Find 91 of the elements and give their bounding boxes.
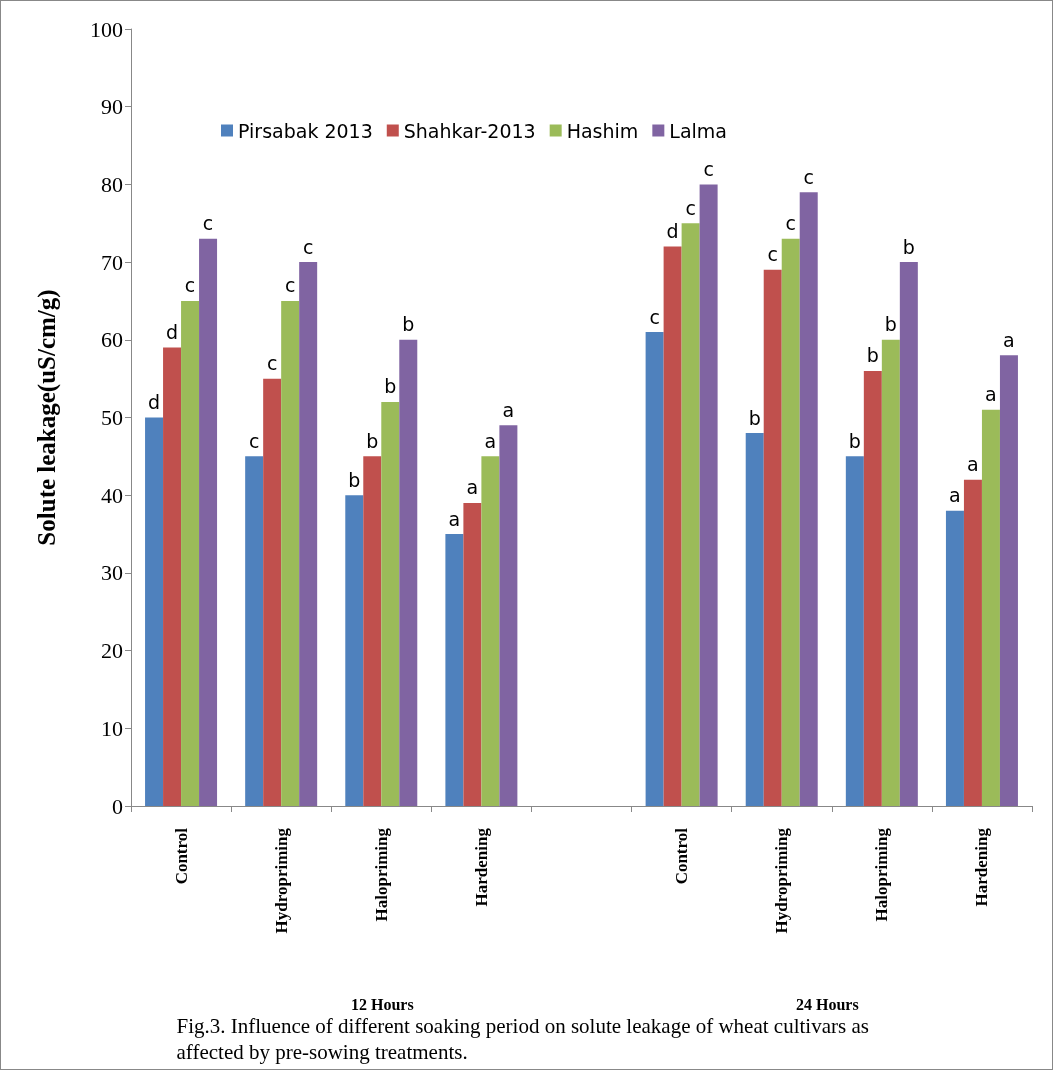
bar — [799, 192, 818, 806]
bar — [345, 495, 364, 806]
data-label: b — [902, 235, 915, 258]
bar — [745, 433, 764, 806]
legend-label: Lalma — [669, 119, 728, 142]
data-label: a — [967, 453, 979, 476]
data-label: b — [348, 468, 361, 491]
bar — [881, 339, 900, 806]
y-tick-label: 90 — [101, 94, 123, 120]
data-label: d — [148, 391, 161, 413]
x-tick-label: Hydropriming — [772, 827, 792, 934]
legend-label: Hashim — [566, 119, 639, 142]
bar — [645, 332, 664, 806]
y-tick-label: 10 — [101, 715, 123, 741]
bar — [181, 300, 200, 806]
y-tick-label: 30 — [101, 560, 123, 586]
y-tick-label: 60 — [101, 327, 123, 353]
data-label: a — [484, 429, 497, 452]
bar — [299, 262, 318, 806]
y-axis-title: Solute leakage(uS/cm/g) — [33, 289, 61, 546]
y-tick-label: 20 — [101, 638, 123, 664]
data-label: a — [949, 484, 961, 507]
x-tick-label: Hardening — [972, 827, 992, 907]
bar — [163, 347, 182, 806]
data-label: a — [1003, 328, 1015, 351]
x-tick-label: Hydropriming — [271, 827, 291, 934]
bar — [381, 401, 400, 806]
data-label: c — [266, 352, 278, 375]
caption: Fig.3. Influence of different soaking period on solute leakage of wheat cultivars as affected by pre-sowing treatments. — [176, 1014, 875, 1064]
bar — [481, 456, 500, 806]
data-label: b — [884, 313, 897, 336]
bar — [263, 378, 282, 806]
bar — [245, 456, 264, 806]
y-tick-label: 40 — [101, 482, 123, 508]
data-label: c — [302, 235, 314, 258]
data-label: c — [248, 429, 260, 452]
bar — [363, 456, 382, 806]
data-label: b — [384, 375, 397, 398]
data-label: a — [502, 398, 515, 421]
bar — [199, 238, 218, 806]
bar — [463, 502, 482, 806]
bar — [845, 456, 864, 806]
data-label: c — [767, 243, 778, 266]
bar — [499, 425, 518, 806]
y-tick-label: 100 — [90, 16, 123, 42]
data-label: b — [848, 429, 861, 452]
bar — [981, 409, 1000, 806]
bar — [681, 223, 700, 806]
data-label: c — [184, 274, 196, 297]
data-label: c — [202, 212, 214, 235]
x-tick-label: Control — [171, 827, 191, 885]
bar — [963, 479, 982, 806]
y-tick-label: 80 — [101, 171, 123, 197]
data-label: b — [866, 344, 879, 367]
legend-label: Pirsabak 2013 — [238, 119, 373, 142]
bar — [863, 370, 882, 806]
data-label: c — [785, 212, 796, 235]
legend-label: Shahkar-2013 — [403, 119, 536, 142]
y-tick-label: 50 — [101, 405, 123, 430]
bar — [145, 417, 164, 806]
bar — [281, 300, 300, 806]
data-label: c — [649, 305, 660, 328]
data-label: a — [985, 383, 997, 406]
data-label: c — [685, 196, 696, 219]
data-label: a — [448, 507, 461, 530]
bar — [763, 269, 782, 806]
data-label: c — [703, 157, 714, 180]
x-tick-label: Halopriming — [371, 827, 391, 922]
text: 24 Hours — [796, 995, 859, 1013]
bar — [699, 184, 718, 806]
x-tick-label: Hardening — [471, 827, 491, 907]
bar — [399, 339, 418, 806]
data-label: b — [748, 406, 761, 429]
data-label: d — [166, 321, 179, 344]
y-tick-label: 70 — [101, 249, 123, 275]
bar — [663, 246, 682, 806]
data-label: d — [666, 220, 679, 243]
data-label: a — [466, 476, 479, 499]
data-label: b — [402, 313, 415, 336]
y-tick-label: 0 — [112, 793, 123, 819]
bar — [999, 355, 1018, 806]
data-label: c — [284, 274, 296, 297]
data-label: b — [366, 429, 379, 452]
bar — [781, 238, 800, 806]
data-label: c — [803, 165, 814, 188]
bar — [945, 510, 964, 806]
x-tick-label: Halopriming — [872, 827, 892, 922]
text: 12 Hours — [351, 995, 414, 1013]
bar — [899, 262, 918, 806]
bar — [445, 534, 464, 806]
x-tick-label: Control — [672, 827, 692, 885]
